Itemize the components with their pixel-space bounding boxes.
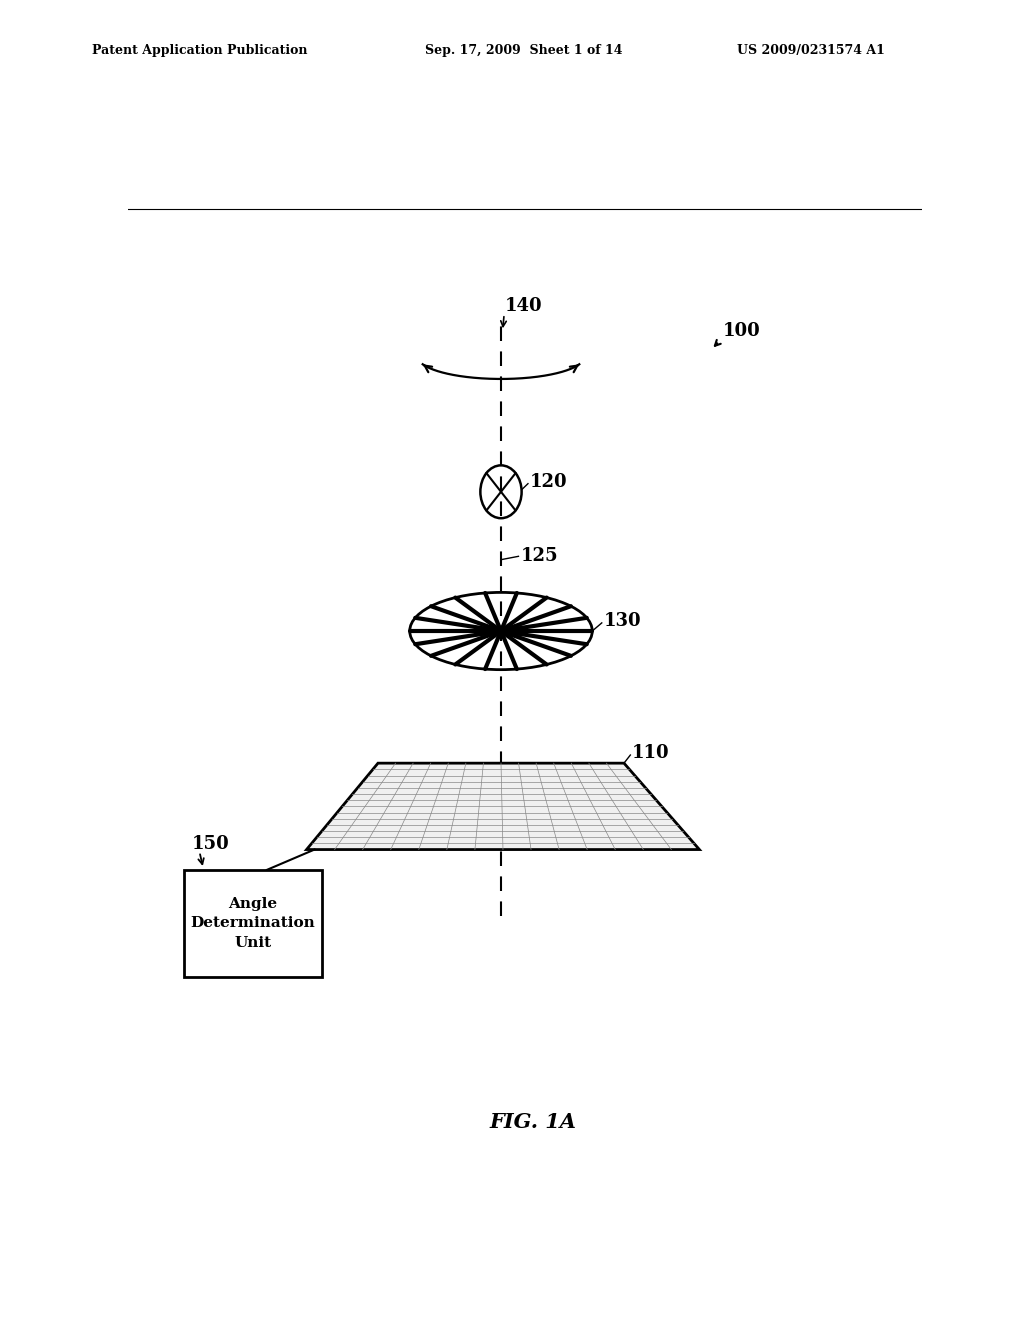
- Text: 150: 150: [191, 836, 229, 854]
- Text: FIG. 1A: FIG. 1A: [489, 1111, 577, 1133]
- Bar: [183, 870, 323, 977]
- Text: Angle
Determination
Unit: Angle Determination Unit: [190, 896, 315, 950]
- Text: 125: 125: [521, 548, 558, 565]
- Text: 110: 110: [632, 744, 670, 762]
- Text: Patent Application Publication: Patent Application Publication: [92, 44, 307, 57]
- Text: 130: 130: [604, 612, 642, 630]
- Text: 100: 100: [723, 322, 761, 341]
- Text: US 2009/0231574 A1: US 2009/0231574 A1: [737, 44, 885, 57]
- Text: 120: 120: [529, 473, 567, 491]
- Text: 140: 140: [505, 297, 543, 314]
- Text: Sep. 17, 2009  Sheet 1 of 14: Sep. 17, 2009 Sheet 1 of 14: [425, 44, 623, 57]
- Polygon shape: [306, 763, 699, 850]
